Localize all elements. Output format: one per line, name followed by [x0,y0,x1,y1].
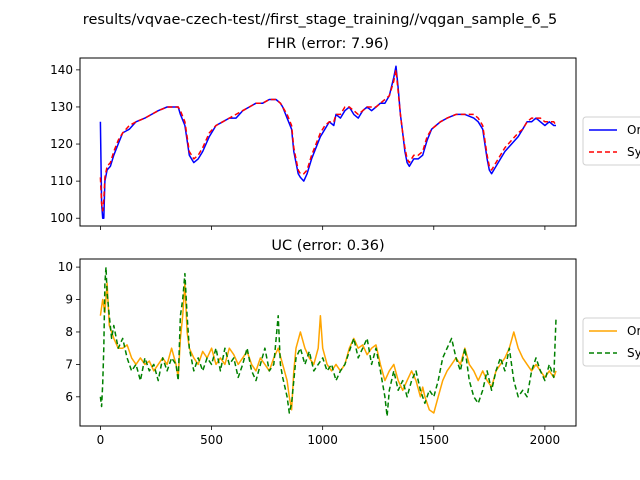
fhr-plot-frame [79,57,577,227]
uc-series-original [99,282,557,414]
uc-series-synthetic [99,266,557,418]
uc-xtick-label: 1500 [419,433,450,447]
uc-title: UC (error: 0.36) [271,238,384,254]
uc-ytick-label: 8 [65,325,73,339]
fhr-title: FHR (error: 7.96) [267,36,389,52]
fhr-series-original [99,65,556,219]
uc-legend-original-label: Original [627,324,640,338]
fhr-series [99,65,557,219]
uc-series [99,266,557,418]
fhr-subplot: FHR (error: 7.96) 100 110 120 130 140 Origin… [50,36,640,230]
uc-xtick-label: 2000 [530,433,561,447]
uc-legend: Original Synthetic [582,317,640,367]
fhr-ytick-label: 130 [50,100,73,114]
fhr-axes: 100 110 120 130 140 [50,63,546,230]
uc-xtick-label: 500 [200,433,223,447]
fhr-ytick-label: 100 [50,211,73,225]
fhr-legend-original-label: Original [627,123,640,137]
uc-ytick-label: 10 [58,260,73,274]
uc-xtick-label: 0 [97,433,105,447]
uc-ytick-label: 6 [65,390,73,404]
fhr-legend: Original Synthetic [582,116,640,166]
fhr-series-synthetic [99,69,557,212]
fhr-ytick-label: 110 [50,174,73,188]
uc-plot-frame [79,258,577,427]
uc-xtick-label: 1000 [307,433,338,447]
uc-legend-box [582,317,640,367]
uc-ytick-label: 7 [65,357,73,371]
fhr-legend-box [582,116,640,166]
figure-suptitle: results/vqvae-czech-test//first_stage_tr… [83,12,557,28]
fhr-ytick-label: 120 [50,137,73,151]
uc-legend-synthetic-label: Synthetic [627,346,640,360]
uc-ytick-label: 9 [65,293,73,307]
fhr-legend-synthetic-label: Synthetic [627,145,640,159]
uc-axes: 6 7 8 9 10 0 500 1000 1500 2000 [58,260,560,447]
fhr-ytick-label: 140 [50,63,73,77]
